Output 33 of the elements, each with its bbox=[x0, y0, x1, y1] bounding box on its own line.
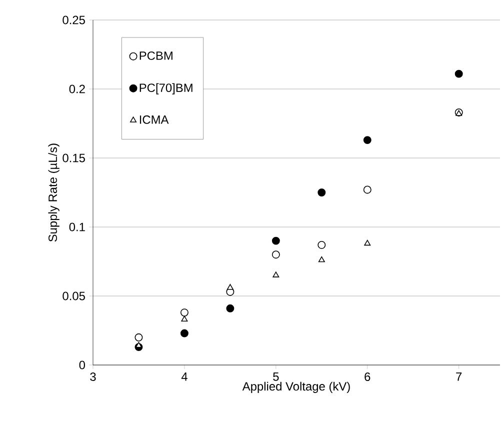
point bbox=[318, 240, 326, 249]
point bbox=[134, 333, 143, 342]
x-tick-label: 7 bbox=[456, 372, 462, 381]
x-tick-label: 3 bbox=[90, 372, 96, 381]
y-tick-label: 0.15 bbox=[62, 154, 85, 162]
y-tick-label: 0.2 bbox=[69, 84, 85, 94]
y-tick-label: 0.05 bbox=[62, 292, 85, 300]
point bbox=[318, 188, 326, 196]
point bbox=[364, 240, 371, 246]
point bbox=[272, 272, 280, 278]
point bbox=[226, 284, 234, 290]
point bbox=[456, 110, 462, 116]
y-axis-title: Supply Rate (µL/s) bbox=[48, 144, 60, 242]
legend-label: PCBM bbox=[140, 51, 172, 60]
x-tick-label: 5 bbox=[273, 372, 279, 381]
point bbox=[226, 304, 234, 312]
x-axis-title: Applied Voltage (kV) bbox=[242, 382, 350, 393]
point bbox=[181, 316, 188, 322]
point bbox=[180, 308, 188, 317]
point bbox=[363, 186, 372, 194]
point bbox=[272, 236, 280, 245]
legend-label: PC[70]BM bbox=[140, 83, 192, 94]
x-tick-label: 6 bbox=[364, 372, 370, 381]
point bbox=[454, 70, 463, 78]
x-tick-label: 4 bbox=[181, 372, 188, 381]
point bbox=[318, 256, 325, 262]
y-tick-label: 0 bbox=[79, 360, 86, 370]
point bbox=[180, 329, 188, 338]
y-tick-label: 0.1 bbox=[69, 222, 85, 232]
y-tick-label: 0.25 bbox=[62, 16, 85, 24]
legend-label: ICMA bbox=[140, 115, 169, 124]
point bbox=[272, 250, 280, 259]
point bbox=[363, 136, 372, 144]
